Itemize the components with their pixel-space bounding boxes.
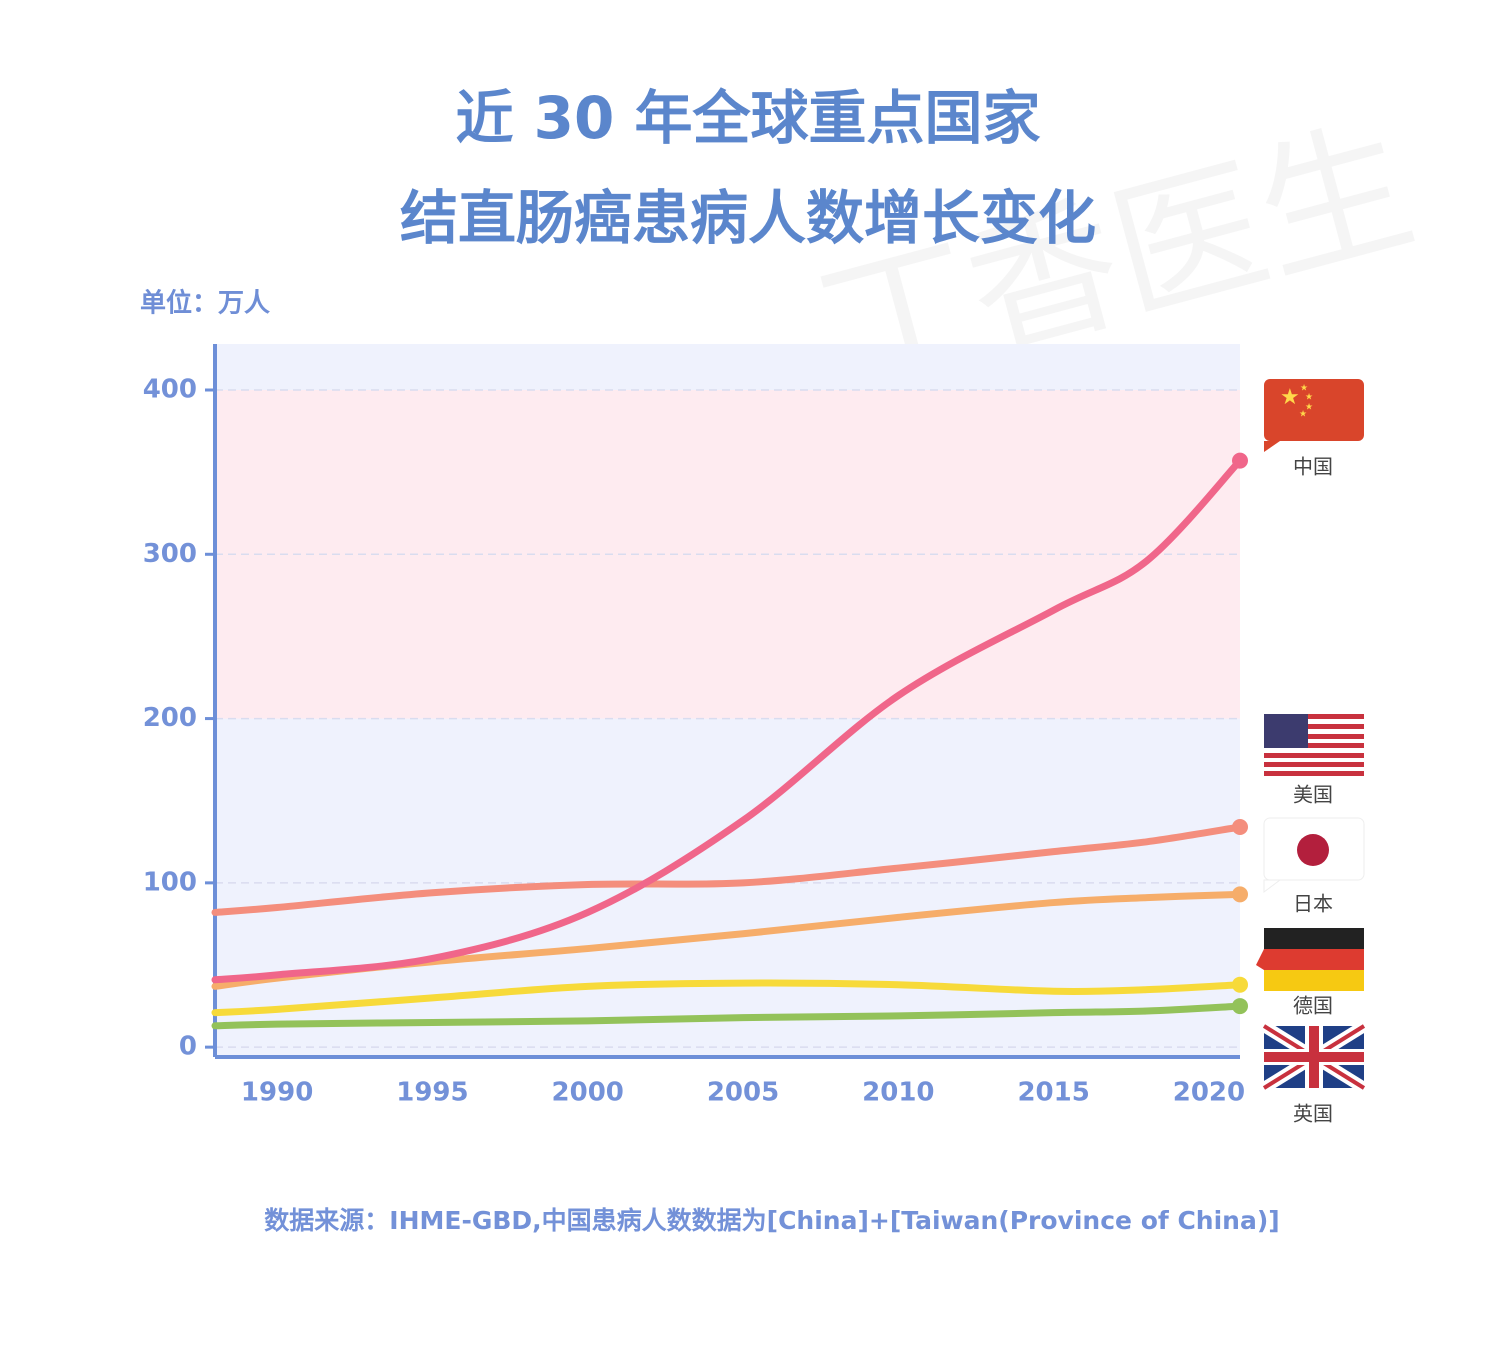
end-point xyxy=(1232,976,1248,993)
legend-label: 日本 xyxy=(1293,892,1333,916)
y-axis-label: 单位：万人 xyxy=(140,288,270,319)
svg-text:★: ★ xyxy=(1280,385,1300,410)
legend-label: 德国 xyxy=(1293,994,1333,1018)
svg-text:★: ★ xyxy=(1305,403,1313,413)
series-line xyxy=(211,457,1244,984)
x-tick-label: 1995 xyxy=(396,1078,468,1108)
flag-china: ★ ★ ★ ★ ★ xyxy=(1264,379,1364,452)
chart-title: 近 30 年全球重点国家 xyxy=(455,84,1040,152)
chart-title: 结直肠癌患病人数增长变化 xyxy=(400,184,1096,252)
legend-label: 英国 xyxy=(1293,1102,1333,1126)
legend-label: 美国 xyxy=(1293,783,1333,807)
y-tick-label: 0 xyxy=(179,1032,197,1062)
x-tick-label: 2000 xyxy=(552,1078,624,1108)
x-tick-label: 2010 xyxy=(862,1078,934,1108)
x-tick-label: 2005 xyxy=(707,1078,779,1108)
end-point xyxy=(1232,886,1248,903)
flag-germany xyxy=(1256,928,1364,991)
source-note: 数据来源：IHME-GBD,中国患病人数数据为[China]+[Taiwan(P… xyxy=(264,1206,1279,1235)
y-tick-label: 200 xyxy=(143,703,197,733)
legend-label: 中国 xyxy=(1293,455,1333,479)
plot-area: 0 100 200 300 400 1990 1995 2000 2005 2010 2015 202… xyxy=(143,344,1248,1108)
svg-text:★: ★ xyxy=(1305,393,1313,403)
series-line xyxy=(211,823,1244,916)
svg-text:★: ★ xyxy=(1300,384,1308,394)
series-line xyxy=(211,979,1244,1017)
y-tick-label: 400 xyxy=(143,375,197,405)
series-line xyxy=(211,1002,1244,1030)
x-tick-label: 2020 xyxy=(1173,1078,1245,1108)
y-tick-label: 300 xyxy=(143,539,197,569)
x-tick-label: 2015 xyxy=(1017,1078,1089,1108)
svg-text:★: ★ xyxy=(1299,410,1307,420)
end-point xyxy=(1232,452,1248,469)
end-point xyxy=(1232,998,1248,1015)
x-tick-label: 1990 xyxy=(241,1078,313,1108)
y-tick-label: 100 xyxy=(143,867,197,897)
flag-usa xyxy=(1264,714,1364,776)
end-point xyxy=(1232,819,1248,835)
flag-uk xyxy=(1260,1020,1368,1094)
flag-japan xyxy=(1263,817,1365,893)
